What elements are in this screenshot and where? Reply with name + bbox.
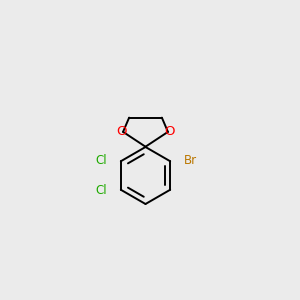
Text: Cl: Cl — [96, 184, 107, 197]
Text: O: O — [116, 125, 127, 138]
Text: Cl: Cl — [96, 154, 107, 167]
Text: O: O — [164, 125, 175, 138]
Text: Br: Br — [184, 154, 197, 167]
